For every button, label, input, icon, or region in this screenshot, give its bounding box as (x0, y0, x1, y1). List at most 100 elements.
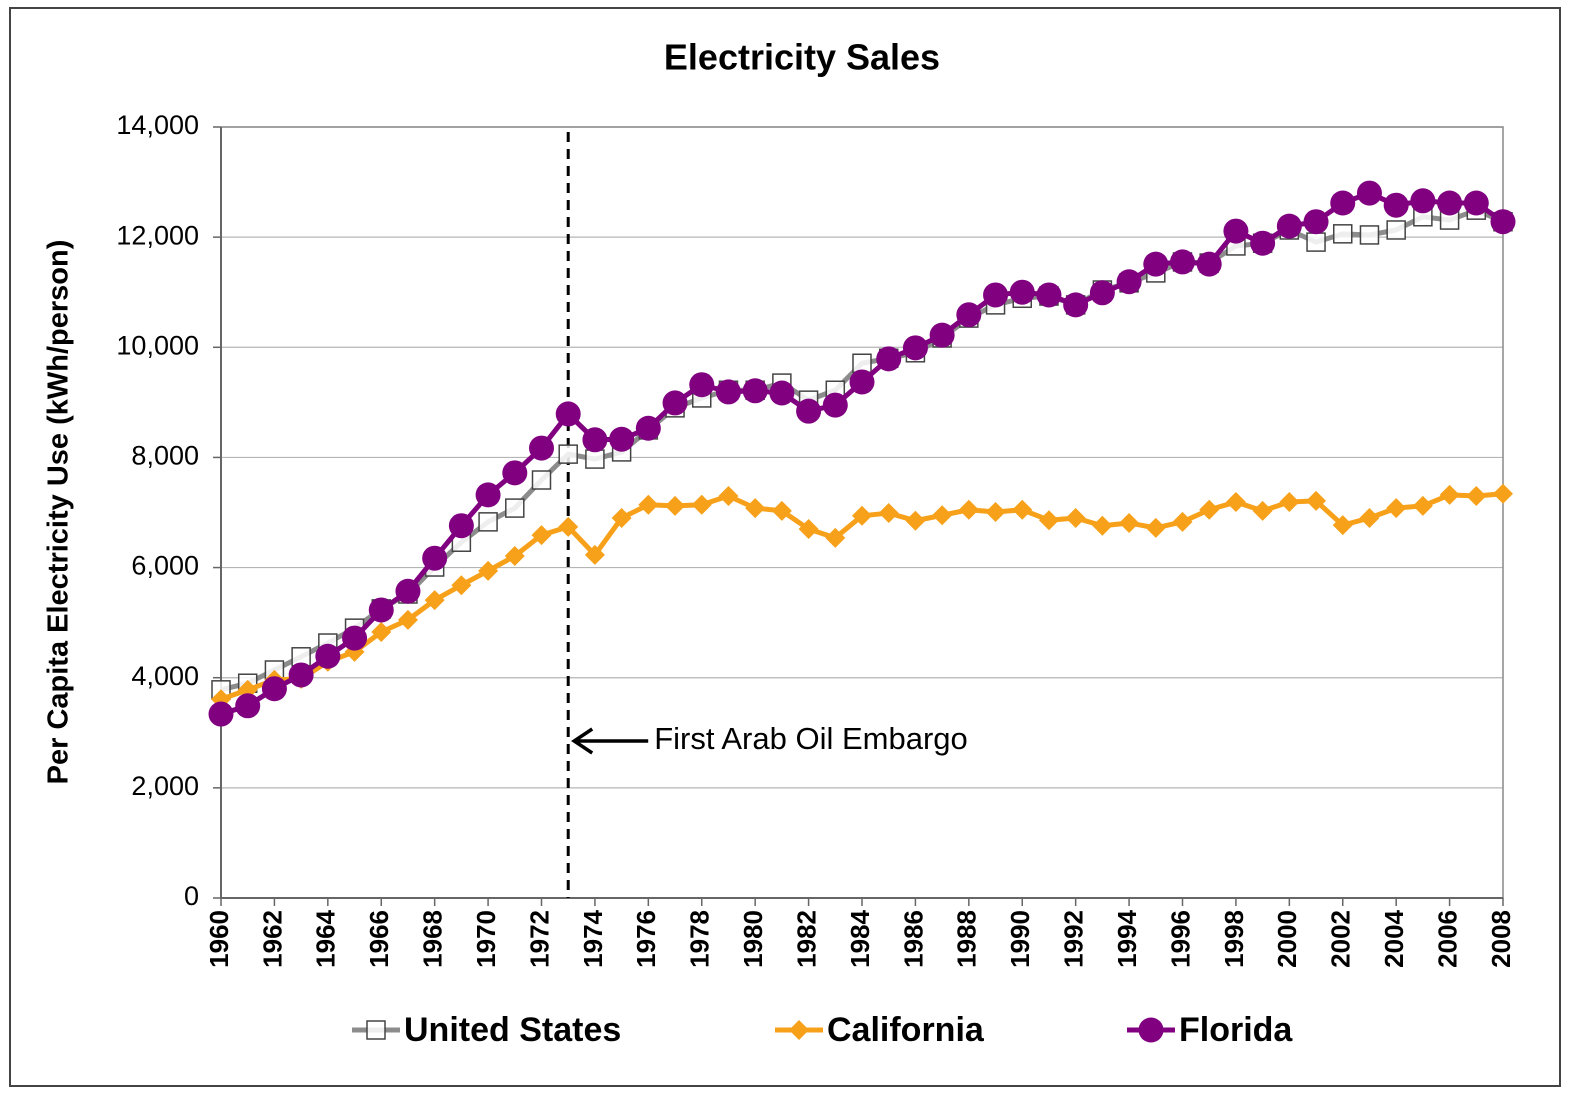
marker (662, 390, 688, 416)
marker (905, 510, 926, 531)
marker (609, 426, 635, 452)
marker (742, 378, 768, 404)
marker (261, 676, 287, 702)
marker (1036, 282, 1062, 308)
marker (798, 519, 819, 540)
marker (1386, 220, 1406, 240)
marker (1223, 218, 1249, 244)
marker (849, 369, 875, 395)
x-tick-label: 1960 (204, 910, 234, 968)
x-tick-label: 1986 (898, 910, 928, 968)
x-tick-label: 1966 (364, 910, 394, 968)
marker (1410, 188, 1436, 214)
annotation-text: First Arab Oil Embargo (654, 721, 968, 756)
marker (1092, 515, 1113, 536)
marker (1009, 279, 1035, 305)
marker (1490, 209, 1516, 235)
x-tick-label: 1998 (1219, 910, 1249, 968)
x-tick-label: 1988 (952, 910, 982, 968)
marker (504, 546, 525, 567)
x-tick-label: 2006 (1432, 910, 1462, 968)
marker (771, 500, 792, 521)
marker (878, 503, 899, 524)
marker (929, 322, 955, 348)
marker (715, 379, 741, 405)
marker (1225, 492, 1246, 513)
marker (852, 505, 872, 526)
marker (475, 482, 501, 508)
marker (531, 470, 552, 490)
marker (478, 560, 499, 581)
marker (529, 435, 554, 461)
marker (1172, 511, 1193, 532)
marker (558, 516, 579, 537)
marker (1199, 499, 1220, 520)
marker (505, 498, 525, 518)
marker (638, 494, 659, 515)
marker (451, 575, 472, 596)
legend-marker (789, 1020, 809, 1040)
frame (9, 7, 1561, 1087)
marker (985, 501, 1006, 522)
marker (1386, 498, 1407, 519)
marker (1116, 269, 1142, 295)
marker (502, 460, 528, 486)
marker (368, 597, 394, 623)
y-tick-label: 8,000 (131, 441, 199, 471)
marker (1250, 230, 1276, 256)
marker (1306, 232, 1326, 252)
marker (689, 372, 715, 398)
x-tick-label: 1968 (418, 910, 448, 968)
legend-label: Florida (1179, 1011, 1293, 1049)
y-axis-label: Per Capita Electricity Use (kWh/person) (43, 240, 75, 785)
marker (422, 545, 448, 571)
marker (1119, 512, 1140, 533)
marker (1063, 292, 1089, 318)
marker (448, 513, 474, 539)
x-tick-label: 2002 (1326, 910, 1356, 968)
marker (1143, 251, 1169, 277)
x-tick-label: 2000 (1272, 910, 1302, 968)
marker (1383, 192, 1409, 218)
marker (1412, 495, 1433, 516)
marker (395, 578, 421, 604)
marker (558, 444, 578, 464)
marker (1359, 508, 1380, 529)
y-tick-label: 6,000 (131, 551, 199, 581)
x-tick-label: 1980 (738, 910, 768, 968)
series (208, 180, 1516, 727)
marker (1437, 190, 1463, 216)
legend-label: California (827, 1011, 985, 1049)
x-tick-label: 1994 (1112, 909, 1142, 967)
marker (288, 662, 314, 688)
marker (665, 495, 686, 516)
marker (478, 512, 498, 532)
x-tick-label: 1964 (311, 909, 341, 967)
legend-marker (1138, 1017, 1164, 1043)
marker (397, 609, 418, 630)
marker (1330, 190, 1356, 216)
x-tick-label: 1974 (578, 909, 608, 967)
y-tick-label: 0 (184, 881, 199, 911)
marker (1145, 517, 1166, 538)
marker (902, 335, 928, 361)
marker (958, 499, 979, 520)
x-tick-label: 2004 (1379, 909, 1409, 967)
marker (585, 449, 605, 469)
x-tick-label: 1970 (471, 910, 501, 968)
annotation-arrow (571, 727, 649, 755)
marker (932, 505, 953, 526)
marker (1279, 492, 1300, 513)
marker (1332, 515, 1353, 536)
marker (582, 427, 608, 453)
series (211, 483, 1513, 710)
marker (956, 302, 982, 328)
marker (1038, 510, 1059, 531)
marker (1065, 508, 1086, 529)
marker (1089, 280, 1115, 306)
y-tick-label: 4,000 (131, 661, 199, 691)
marker (745, 498, 766, 519)
marker (315, 643, 341, 669)
